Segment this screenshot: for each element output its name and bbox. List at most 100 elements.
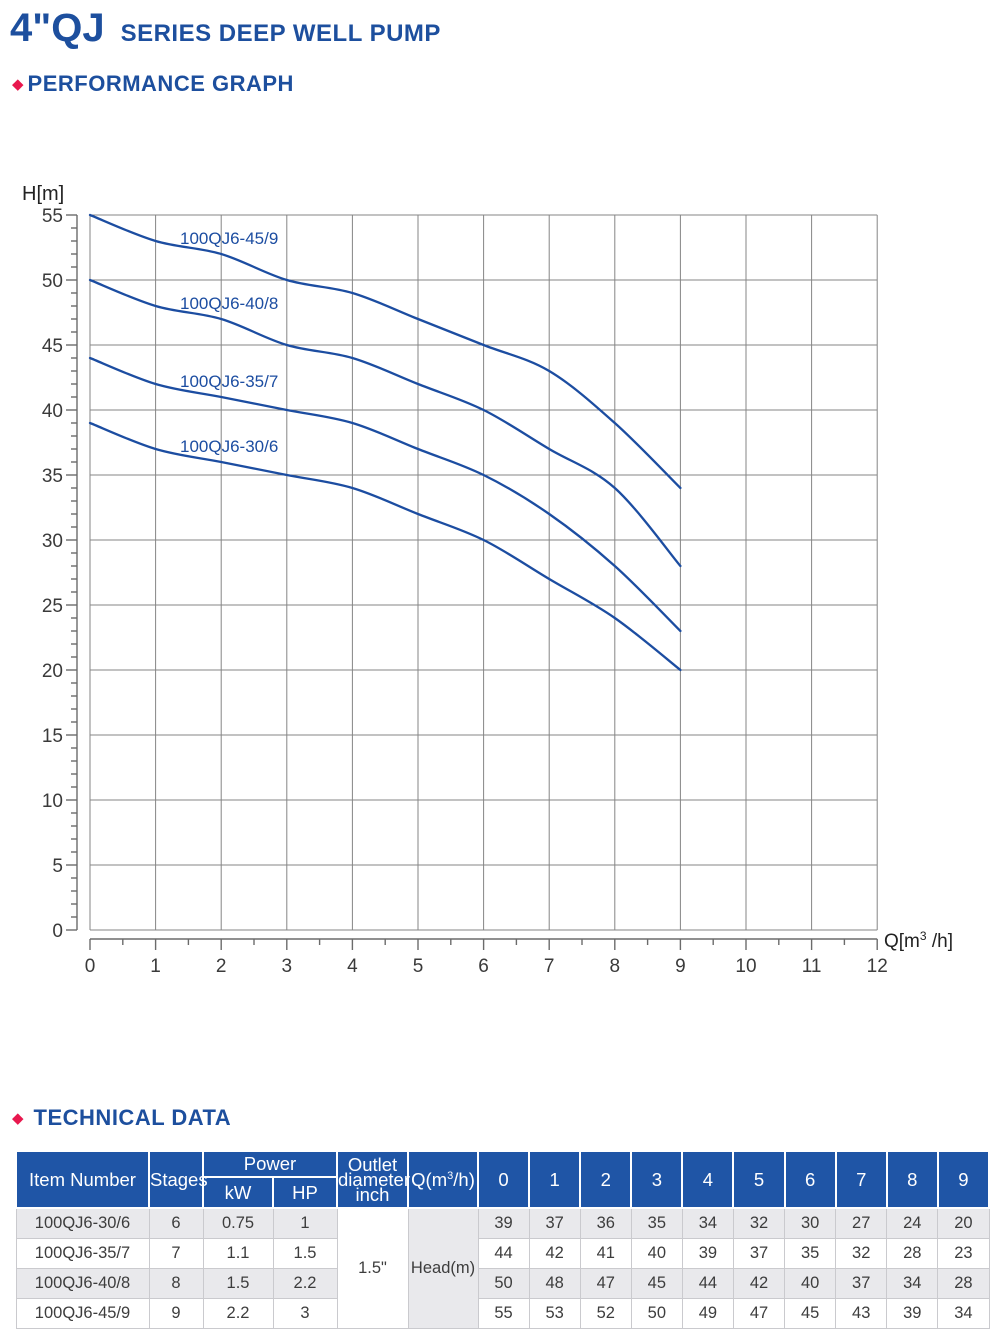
head-value-cell: 32 (835, 1238, 888, 1269)
head-value-cell: 20 (937, 1207, 990, 1239)
head-value-cell: 39 (477, 1207, 530, 1239)
x-tick-label: 11 (802, 956, 822, 977)
head-value-cell: 49 (681, 1298, 734, 1329)
power-kw-cell: 2.2 (202, 1298, 274, 1329)
head-value-cell: 37 (732, 1238, 786, 1269)
y-tick-label: 40 (42, 401, 63, 422)
x-tick-label: 10 (735, 956, 756, 977)
head-value-cell: 23 (937, 1238, 990, 1269)
stages-cell: 8 (148, 1268, 204, 1299)
power-hp-cell: 2.2 (272, 1268, 338, 1299)
head-value-cell: 50 (477, 1268, 530, 1299)
curve-label: 100QJ6-45/9 (180, 229, 278, 248)
col-header-flow-2: 2 (579, 1150, 633, 1209)
head-value-cell: 43 (835, 1298, 888, 1329)
x-tick-label: 3 (282, 956, 293, 977)
page-title: 4"QJ (10, 6, 105, 50)
head-row-label-cell: Head(m) (407, 1207, 479, 1329)
head-value-cell: 35 (784, 1238, 837, 1269)
section-title-technical: TECHNICAL DATA (33, 1105, 232, 1130)
head-value-cell: 55 (477, 1298, 530, 1329)
power-hp-cell: 3 (272, 1298, 338, 1329)
head-value-cell: 48 (528, 1268, 581, 1299)
x-tick-label: 8 (610, 956, 621, 977)
q-superscript: 3 (447, 1169, 454, 1182)
power-kw-cell: 1.1 (202, 1238, 274, 1269)
head-value-cell: 24 (886, 1207, 939, 1239)
y-tick-label: 45 (42, 336, 63, 357)
y-tick-label: 25 (42, 596, 63, 617)
technical-data-table: Item Number Stages Power Outlet diameter… (15, 1150, 991, 1329)
item-number-cell: 100QJ6-45/9 (15, 1298, 150, 1329)
y-tick-label: 50 (42, 271, 63, 292)
table-row: 100QJ6-40/8 8 1.5 2.2 50 48 47 45 44 42 40 37 34 28 (15, 1268, 990, 1299)
head-value-cell: 32 (732, 1207, 786, 1239)
x-axis: 0 1 2 3 4 5 6 7 8 9 10 11 12Q[m3 /h] (85, 929, 953, 977)
q-prefix: Q(m (411, 1168, 448, 1190)
col-header-kw: kW (202, 1176, 274, 1209)
y-tick-label: 30 (42, 531, 63, 552)
col-header-flow-7: 7 (834, 1150, 888, 1209)
x-tick-label: 0 (85, 956, 96, 977)
diamond-icon: ◆ (12, 75, 24, 93)
head-value-cell: 37 (528, 1207, 581, 1239)
y-tick-label: 0 (52, 921, 63, 942)
head-value-cell: 50 (630, 1298, 683, 1329)
x-tick-label: 4 (347, 956, 358, 977)
head-value-cell: 34 (681, 1207, 734, 1239)
outlet-line-3: inch (355, 1184, 390, 1205)
head-value-cell: 45 (630, 1268, 683, 1299)
head-value-cell: 39 (886, 1298, 939, 1329)
section-heading-technical: ◆ TECHNICAL DATA (12, 1105, 231, 1131)
head-value-cell: 40 (784, 1268, 837, 1299)
x-tick-label: 1 (150, 956, 161, 977)
x-tick-label: 9 (675, 956, 686, 977)
head-value-cell: 36 (579, 1207, 632, 1239)
x-axis-title: Q[m3 /h] (884, 929, 953, 952)
col-header-flow-1: 1 (528, 1150, 582, 1209)
chart-grid (89, 214, 878, 931)
y-tick-label: 20 (42, 661, 63, 682)
stages-cell: 7 (148, 1238, 204, 1269)
col-header-hp: HP (271, 1176, 339, 1209)
y-tick-label: 55 (42, 206, 63, 227)
item-number-cell: 100QJ6-35/7 (15, 1238, 150, 1269)
outlet-line-1: Outlet (347, 1154, 398, 1175)
table-header: Item Number Stages Power Outlet diameter… (15, 1150, 991, 1209)
item-number-cell: 100QJ6-30/6 (15, 1207, 150, 1239)
head-value-cell: 47 (579, 1268, 632, 1299)
curve-100QJ6-45/9 (88, 213, 682, 490)
power-kw-cell: 0.75 (202, 1207, 274, 1239)
head-value-cell: 34 (886, 1268, 939, 1299)
head-value-cell: 44 (477, 1238, 530, 1269)
y-tick-label: 5 (52, 856, 63, 877)
col-header-flow-9: 9 (936, 1150, 991, 1209)
head-value-cell: 35 (630, 1207, 683, 1239)
head-value-cell: 47 (732, 1298, 786, 1329)
head-value-cell: 53 (528, 1298, 581, 1329)
x-tick-label: 12 (867, 956, 888, 977)
table-row: 100QJ6-35/7 7 1.1 1.5 44 42 41 40 39 37 35 32 28 23 (15, 1238, 990, 1269)
section-heading-performance: ◆ PERFORMANCE GRAPH (12, 71, 294, 97)
head-value-cell: 42 (528, 1238, 581, 1269)
x-tick-label: 5 (413, 956, 424, 977)
stages-cell: 6 (148, 1207, 204, 1239)
x-tick-label: 7 (544, 956, 555, 977)
head-value-cell: 41 (579, 1238, 632, 1269)
y-tick-label: 10 (42, 791, 63, 812)
col-header-flow-0: 0 (477, 1150, 531, 1209)
curve-label: 100QJ6-30/6 (180, 437, 278, 456)
head-value-cell: 27 (835, 1207, 888, 1239)
head-value-cell: 42 (732, 1268, 786, 1299)
head-value-cell: 39 (681, 1238, 734, 1269)
section-title-performance: PERFORMANCE GRAPH (27, 71, 294, 96)
head-value-cell: 28 (937, 1268, 990, 1299)
curve-100QJ6-40/8 (88, 278, 682, 568)
y-tick-label: 35 (42, 466, 63, 487)
head-value-cell: 45 (784, 1298, 837, 1329)
item-number-cell: 100QJ6-40/8 (15, 1268, 150, 1299)
curve-100QJ6-35/7 (88, 356, 682, 633)
col-header-stages: Stages (148, 1150, 208, 1209)
